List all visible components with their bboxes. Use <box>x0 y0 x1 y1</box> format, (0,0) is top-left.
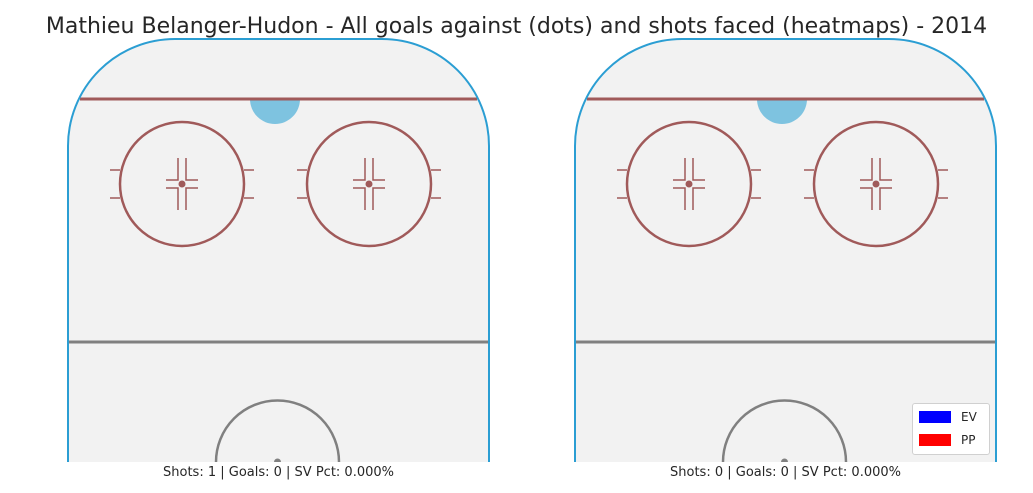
legend: EV PP <box>912 403 990 455</box>
rink-boards <box>67 38 490 462</box>
center-dot <box>274 458 281 462</box>
faceoff-l-mark <box>185 158 198 181</box>
rink-boards <box>574 38 997 462</box>
faceoff-dot-right <box>365 180 373 188</box>
faceoff-l-mark <box>185 187 198 210</box>
goal-crease <box>757 99 807 124</box>
faceoff-l-mark <box>166 158 179 181</box>
faceoff-dot-right <box>872 180 880 188</box>
center-circle <box>214 399 341 462</box>
panel-caption-left: Shots: 1 | Goals: 0 | SV Pct: 0.000% <box>163 465 394 480</box>
faceoff-circle-right <box>812 120 940 248</box>
faceoff-l-mark <box>673 158 686 181</box>
faceoff-l-mark <box>860 187 873 210</box>
legend-item-pp: PP <box>919 432 975 448</box>
faceoff-l-mark <box>353 187 366 210</box>
legend-label-ev: EV <box>961 410 977 424</box>
faceoff-l-mark <box>692 158 705 181</box>
legend-swatch-ev <box>919 411 951 423</box>
center-dot <box>781 458 788 462</box>
faceoff-l-mark <box>879 158 892 181</box>
center-circle <box>721 399 848 462</box>
faceoff-l-mark <box>879 187 892 210</box>
rink-ice <box>68 39 489 462</box>
panel-caption-right: Shots: 0 | Goals: 0 | SV Pct: 0.000% <box>670 465 901 480</box>
faceoff-dot-left <box>178 180 186 188</box>
faceoff-dot-left <box>685 180 693 188</box>
legend-label-pp: PP <box>961 433 976 447</box>
faceoff-l-mark <box>860 158 873 181</box>
rink-panel-left <box>67 38 490 462</box>
faceoff-l-mark <box>372 187 385 210</box>
legend-item-ev: EV <box>919 409 977 425</box>
chart-title: Mathieu Belanger-Hudon - All goals again… <box>45 14 988 39</box>
rink-ice <box>575 39 996 462</box>
faceoff-circle-right <box>305 120 433 248</box>
faceoff-l-mark <box>692 187 705 210</box>
faceoff-l-mark <box>673 187 686 210</box>
legend-swatch-pp <box>919 434 951 446</box>
rink-panel-right <box>574 38 997 462</box>
faceoff-l-mark <box>353 158 366 181</box>
faceoff-circle-left <box>118 120 246 248</box>
goal-crease <box>250 99 300 124</box>
faceoff-l-mark <box>166 187 179 210</box>
faceoff-circle-left <box>625 120 753 248</box>
faceoff-l-mark <box>372 158 385 181</box>
